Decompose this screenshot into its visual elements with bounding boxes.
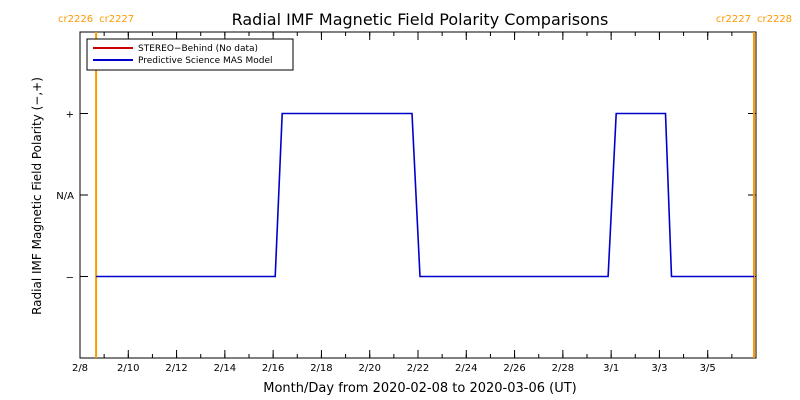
plot-frame: [79, 31, 757, 359]
y-tick-label: N/A: [56, 191, 74, 202]
y-tick-label: −: [66, 273, 74, 284]
x-tick-label: 2/16: [262, 363, 284, 374]
chart-title: Radial IMF Magnetic Field Polarity Compa…: [232, 10, 609, 29]
ticks-layer: 2/8 2/10 2/12 2/14 2/16 2/18 2/20 2/22 2/24 2/26 2…: [56, 32, 757, 374]
x-tick-label: 3/5: [700, 363, 716, 374]
carrington-label-after: cr2228: [757, 14, 792, 25]
x-tick-label: 2/22: [407, 363, 429, 374]
legend-box: [86, 38, 294, 71]
y-tick-label: +: [66, 110, 74, 121]
x-tick-label: 2/8: [72, 363, 88, 374]
x-tick-label: 2/14: [214, 363, 236, 374]
series-layer: [96, 112, 754, 278]
x-tick-label: 2/20: [358, 363, 380, 374]
y-axis-label: Radial IMF Magnetic Field Polarity (−,+): [30, 77, 44, 315]
legend-label: Predictive Science MAS Model: [138, 56, 273, 66]
x-tick-label: 3/1: [603, 363, 619, 374]
x-tick-label: 3/3: [651, 363, 667, 374]
x-tick-label: 2/18: [310, 363, 332, 374]
carrington-markers: cr2226 cr2227 cr2227 cr2228: [58, 14, 792, 358]
x-tick-label: 2/24: [455, 363, 477, 374]
series-line-mas-model: [96, 112, 754, 278]
carrington-label-before: cr2227: [716, 14, 751, 25]
carrington-label-before: cr2226: [58, 14, 93, 25]
x-axis-label: Month/Day from 2020-02-08 to 2020-03-06 …: [263, 381, 576, 396]
x-tick-label: 2/26: [503, 363, 525, 374]
x-tick-label: 2/28: [552, 363, 574, 374]
legend: STEREO−Behind (No data) Predictive Scienc…: [86, 38, 294, 71]
x-tick-label: 2/10: [117, 363, 139, 374]
legend-label: STEREO−Behind (No data): [138, 44, 258, 54]
carrington-label-after: cr2227: [99, 14, 134, 25]
x-tick-label: 2/12: [165, 363, 187, 374]
